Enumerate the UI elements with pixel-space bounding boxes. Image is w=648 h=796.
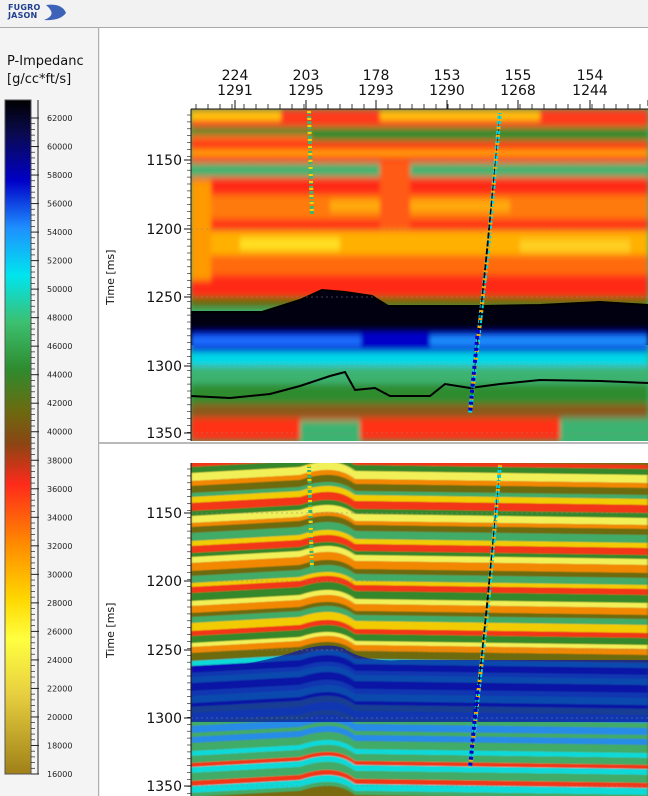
well-label-bottom: 1290	[429, 83, 465, 99]
time-axis-label: 1300	[146, 359, 182, 375]
colorbar-ticks: 62000 60000 58000 56000 54000 52000 50000 48000…	[31, 100, 72, 779]
colorbar-tick-label: 42000	[47, 399, 72, 408]
well-label-top: 178	[363, 68, 390, 84]
colorbar-tick-label: 16000	[47, 770, 72, 779]
well-label-bottom: 1268	[500, 83, 536, 99]
well-label-top: 155	[505, 68, 532, 84]
colorbar-tick-label: 56000	[47, 200, 72, 209]
time-axis-label: 1200	[146, 574, 182, 590]
colorbar-tick-label: 46000	[47, 342, 72, 351]
panel-top-y-axis-label: Time [ms]	[104, 249, 117, 305]
colorbar-tick-label: 38000	[47, 456, 72, 465]
impedance-inversion-image	[191, 109, 648, 441]
fugro-jason-logo: FUGRO JASON	[6, 3, 66, 23]
well-label-top: 203	[293, 68, 320, 84]
time-axis-label: 1250	[146, 290, 182, 306]
colorbar-legend: P-Impedanc [g/cc*ft/s] 6200	[0, 28, 99, 796]
legend-units: [g/cc*ft/s]	[7, 72, 72, 87]
panel-bottom-y-axis-label: Time [ms]	[104, 602, 117, 658]
well-header: 224 203 178 153 155 154 1291 1295 1293 1290 1268 12…	[191, 68, 648, 110]
colorbar-tick-label: 22000	[47, 684, 72, 693]
time-axis-label: 1150	[146, 153, 182, 169]
colorbar-tick-label: 18000	[47, 741, 72, 750]
colorbar-tick-label: 52000	[47, 257, 72, 266]
legend-title: P-Impedanc	[7, 54, 84, 69]
logo-line-1: FUGRO	[8, 3, 41, 12]
colorbar-tick-label: 36000	[47, 485, 72, 494]
colorbar: 62000 60000 58000 56000 54000 52000 50000 48000…	[4, 99, 72, 779]
well-label-bottom: 1244	[572, 83, 608, 99]
time-axis-label: 1350	[146, 779, 182, 795]
well-label-top: 154	[577, 68, 604, 84]
top-toolbar: FUGRO JASON	[0, 0, 648, 28]
time-axis-label: 1250	[146, 643, 182, 659]
time-axis-bottom: 1150 1200 1250 1300 1350	[146, 463, 192, 796]
logo-line-2: JASON	[8, 11, 38, 20]
colorbar-tick-label: 62000	[47, 114, 72, 123]
time-axis-label: 1300	[146, 711, 182, 727]
time-axis-top: 1150 1200 1250 1300 1350	[146, 109, 192, 442]
time-axis-label: 1350	[146, 426, 182, 442]
well-label-bottom: 1295	[288, 83, 324, 99]
colorbar-tick-label: 26000	[47, 627, 72, 636]
colorbar-tick-label: 30000	[47, 570, 72, 579]
time-axis-label: 1150	[146, 506, 182, 522]
colorbar-tick-label: 44000	[47, 371, 72, 380]
colorbar-tick-label: 54000	[47, 228, 72, 237]
colorbar-tick-label: 28000	[47, 599, 72, 608]
well-label-top: 153	[434, 68, 461, 84]
panel-separator	[99, 442, 648, 444]
colorbar-tick-label: 24000	[47, 656, 72, 665]
colorbar-tick-label: 48000	[47, 314, 72, 323]
colorbar-tick-label: 34000	[47, 513, 72, 522]
well-label-bottom: 1291	[217, 83, 253, 99]
well-label-top: 224	[222, 68, 249, 84]
colorbar-tick-label: 40000	[47, 428, 72, 437]
time-axis-label: 1200	[146, 222, 182, 238]
colorbar-tick-label: 50000	[47, 285, 72, 294]
seismic-amplitude-image	[191, 463, 648, 796]
logo-swoosh-icon	[44, 4, 66, 21]
colorbar-tick-label: 60000	[47, 143, 72, 152]
colorbar-tick-label: 32000	[47, 542, 72, 551]
well-label-bottom: 1293	[358, 83, 394, 99]
colorbar-tick-label: 58000	[47, 171, 72, 180]
colorbar-tick-label: 20000	[47, 713, 72, 722]
